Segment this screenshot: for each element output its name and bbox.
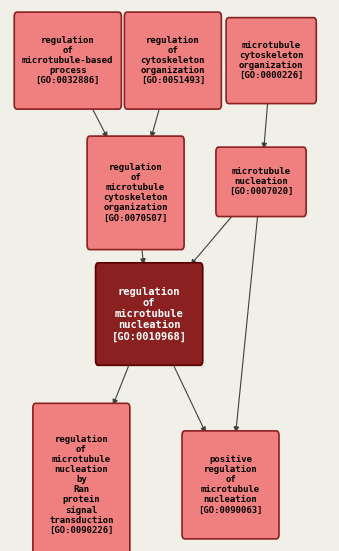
Text: regulation
of
microtubule
cytoskeleton
organization
[GO:0070507]: regulation of microtubule cytoskeleton o… [103, 163, 168, 223]
Text: regulation
of
microtubule
nucleation
by
Ran
protein
signal
transduction
[GO:0090: regulation of microtubule nucleation by … [49, 435, 114, 534]
FancyBboxPatch shape [87, 136, 184, 250]
FancyBboxPatch shape [96, 263, 203, 365]
FancyBboxPatch shape [14, 12, 121, 109]
Text: regulation
of
microtubule-based
process
[GO:0032886]: regulation of microtubule-based process … [22, 36, 114, 85]
Text: microtubule
nucleation
[GO:0007020]: microtubule nucleation [GO:0007020] [229, 168, 293, 196]
FancyBboxPatch shape [216, 147, 306, 217]
Text: positive
regulation
of
microtubule
nucleation
[GO:0090063]: positive regulation of microtubule nucle… [198, 455, 263, 515]
Text: microtubule
cytoskeleton
organization
[GO:0000226]: microtubule cytoskeleton organization [G… [239, 41, 303, 80]
FancyBboxPatch shape [124, 12, 221, 109]
Text: regulation
of
cytoskeleton
organization
[GO:0051493]: regulation of cytoskeleton organization … [141, 36, 205, 85]
FancyBboxPatch shape [33, 403, 130, 551]
Text: regulation
of
microtubule
nucleation
[GO:0010968]: regulation of microtubule nucleation [GO… [112, 287, 187, 342]
FancyBboxPatch shape [226, 18, 316, 104]
FancyBboxPatch shape [182, 431, 279, 539]
